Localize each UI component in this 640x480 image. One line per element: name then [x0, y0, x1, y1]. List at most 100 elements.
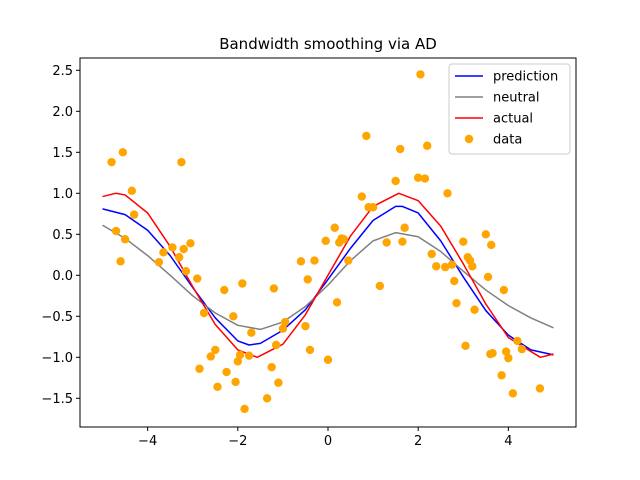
data-point: [235, 350, 245, 360]
data-point: [238, 279, 247, 288]
data-point: [269, 284, 279, 293]
data-point: [398, 237, 407, 246]
data-point: [400, 223, 409, 232]
data-point: [432, 262, 441, 271]
data-point: [499, 285, 509, 295]
data-point: [416, 70, 425, 79]
data-point: [344, 256, 353, 265]
data-point: [483, 272, 493, 282]
data-point: [470, 305, 479, 314]
data-point: [330, 223, 339, 232]
data-point: [459, 237, 468, 246]
y-tick-label: −1.5: [41, 392, 73, 407]
series-line-actual: [102, 192, 554, 359]
data-point: [206, 352, 215, 361]
data-point: [481, 230, 491, 239]
data-point: [310, 256, 319, 265]
data-point: [368, 203, 378, 212]
data-point: [441, 262, 450, 272]
data-point: [513, 336, 522, 346]
data-point: [222, 367, 231, 377]
y-tick-label: 0.0: [52, 269, 73, 284]
data-point: [229, 312, 238, 321]
data-point: [305, 345, 315, 355]
y-tick-label: 1.0: [52, 187, 73, 202]
data-point: [220, 285, 229, 295]
data-point: [231, 377, 240, 387]
data-point: [443, 189, 452, 198]
data-point: [111, 226, 121, 236]
legend-label-neutral: neutral: [493, 91, 540, 106]
data-point: [382, 238, 391, 247]
data-point: [303, 275, 312, 284]
data-point: [301, 321, 310, 331]
data-point: [447, 260, 457, 269]
data-point: [278, 324, 288, 333]
series-line-prediction: [102, 205, 554, 356]
data-point: [274, 378, 283, 387]
plot-area: [102, 70, 554, 414]
data-point: [452, 298, 461, 308]
data-point: [262, 394, 272, 403]
x-tick-label: 0: [324, 434, 332, 449]
data-point: [395, 144, 405, 154]
data-point: [177, 157, 186, 167]
y-tick-label: −0.5: [41, 310, 73, 325]
data-point: [193, 274, 202, 283]
data-point: [181, 267, 191, 276]
data-point: [240, 404, 249, 414]
data-point: [332, 298, 342, 307]
y-tick-label: 2.5: [52, 64, 73, 79]
y-axis: −1.5 −1.0 −0.5 0.0 0.5 1.0 1.5 2.0 2.5: [41, 64, 80, 407]
legend-label-prediction: prediction: [493, 70, 558, 85]
data-point: [339, 235, 348, 244]
data-point: [468, 262, 477, 271]
data-point: [450, 276, 459, 286]
data-point: [296, 257, 306, 266]
data-point: [488, 349, 497, 358]
data-point: [127, 186, 137, 196]
data-point: [129, 210, 139, 219]
data-point: [211, 345, 220, 355]
data-point: [280, 317, 290, 327]
data-point: [497, 371, 506, 380]
data-point: [271, 340, 281, 350]
data-point: [175, 253, 184, 262]
data-point: [199, 308, 209, 318]
data-point: [118, 148, 128, 157]
data-point: [517, 344, 527, 354]
data-point: [535, 384, 545, 393]
y-tick-label: 2.0: [52, 105, 73, 120]
data-point: [195, 364, 204, 373]
data-point: [501, 347, 511, 356]
data-point: [321, 236, 330, 246]
legend-label-actual: actual: [493, 112, 533, 127]
data-point: [233, 357, 243, 366]
data-point: [391, 176, 400, 186]
data-point: [154, 257, 164, 267]
data-point: [213, 382, 222, 392]
chart-title: Bandwidth smoothing via AD: [219, 35, 437, 53]
data-point: [504, 353, 513, 363]
x-tick-label: 2: [414, 434, 422, 449]
data-point: [487, 240, 496, 250]
data-point: [244, 351, 254, 360]
legend-swatch-data: [464, 134, 474, 144]
data-point: [423, 141, 432, 150]
data-point: [413, 173, 423, 182]
series-line-neutral: [102, 224, 554, 331]
data-point: [323, 355, 333, 364]
data-point: [247, 328, 256, 337]
x-tick-label: 4: [504, 434, 512, 449]
y-tick-label: 0.5: [52, 228, 73, 243]
data-point: [461, 341, 470, 351]
data-point: [186, 239, 195, 248]
x-tick-label: −4: [138, 434, 157, 449]
data-point: [120, 235, 130, 244]
data-point: [267, 362, 276, 372]
legend-box: [448, 63, 571, 155]
y-tick-label: 1.5: [52, 146, 73, 161]
y-tick-label: −1.0: [41, 351, 73, 366]
legend: prediction neutral actual data: [448, 63, 571, 155]
